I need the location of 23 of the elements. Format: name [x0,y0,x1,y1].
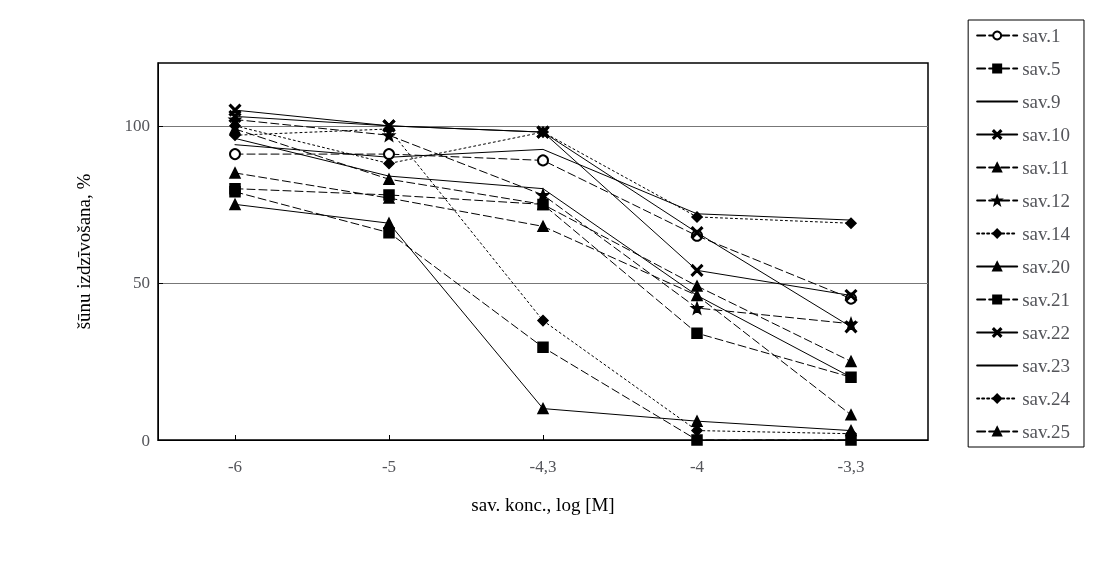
legend-label: sav.11 [1022,157,1070,178]
legend-label: sav.1 [1022,25,1061,46]
y-axis-title: šūnu izdzīvošana, % [73,173,94,330]
x-tick-label: -4 [689,457,705,476]
legend-label: sav.12 [1022,190,1070,211]
legend-label: sav.20 [1022,256,1070,277]
legend-label: sav.23 [1022,355,1070,376]
y-tick-label: 50 [133,273,150,293]
legend-label: sav.14 [1022,223,1071,244]
x-tick-label: -4,3 [529,457,557,476]
x-axis-title: sav. konc., log [M] [471,494,615,515]
x-tick-label: -3,3 [837,457,865,476]
legend-label: sav.9 [1022,91,1061,112]
legend-label: sav.24 [1022,388,1071,409]
legend-label: sav.5 [1022,58,1061,79]
y-tick-label: 100 [124,116,150,136]
x-tick-label: -6 [227,457,243,476]
legend-label: sav.21 [1022,289,1070,310]
y-tick-label: 0 [141,430,150,450]
x-tick-label: -5 [381,457,397,476]
legend-label: sav.22 [1022,322,1070,343]
legend-label: sav.10 [1022,124,1070,145]
legend-label: sav.25 [1022,421,1070,442]
